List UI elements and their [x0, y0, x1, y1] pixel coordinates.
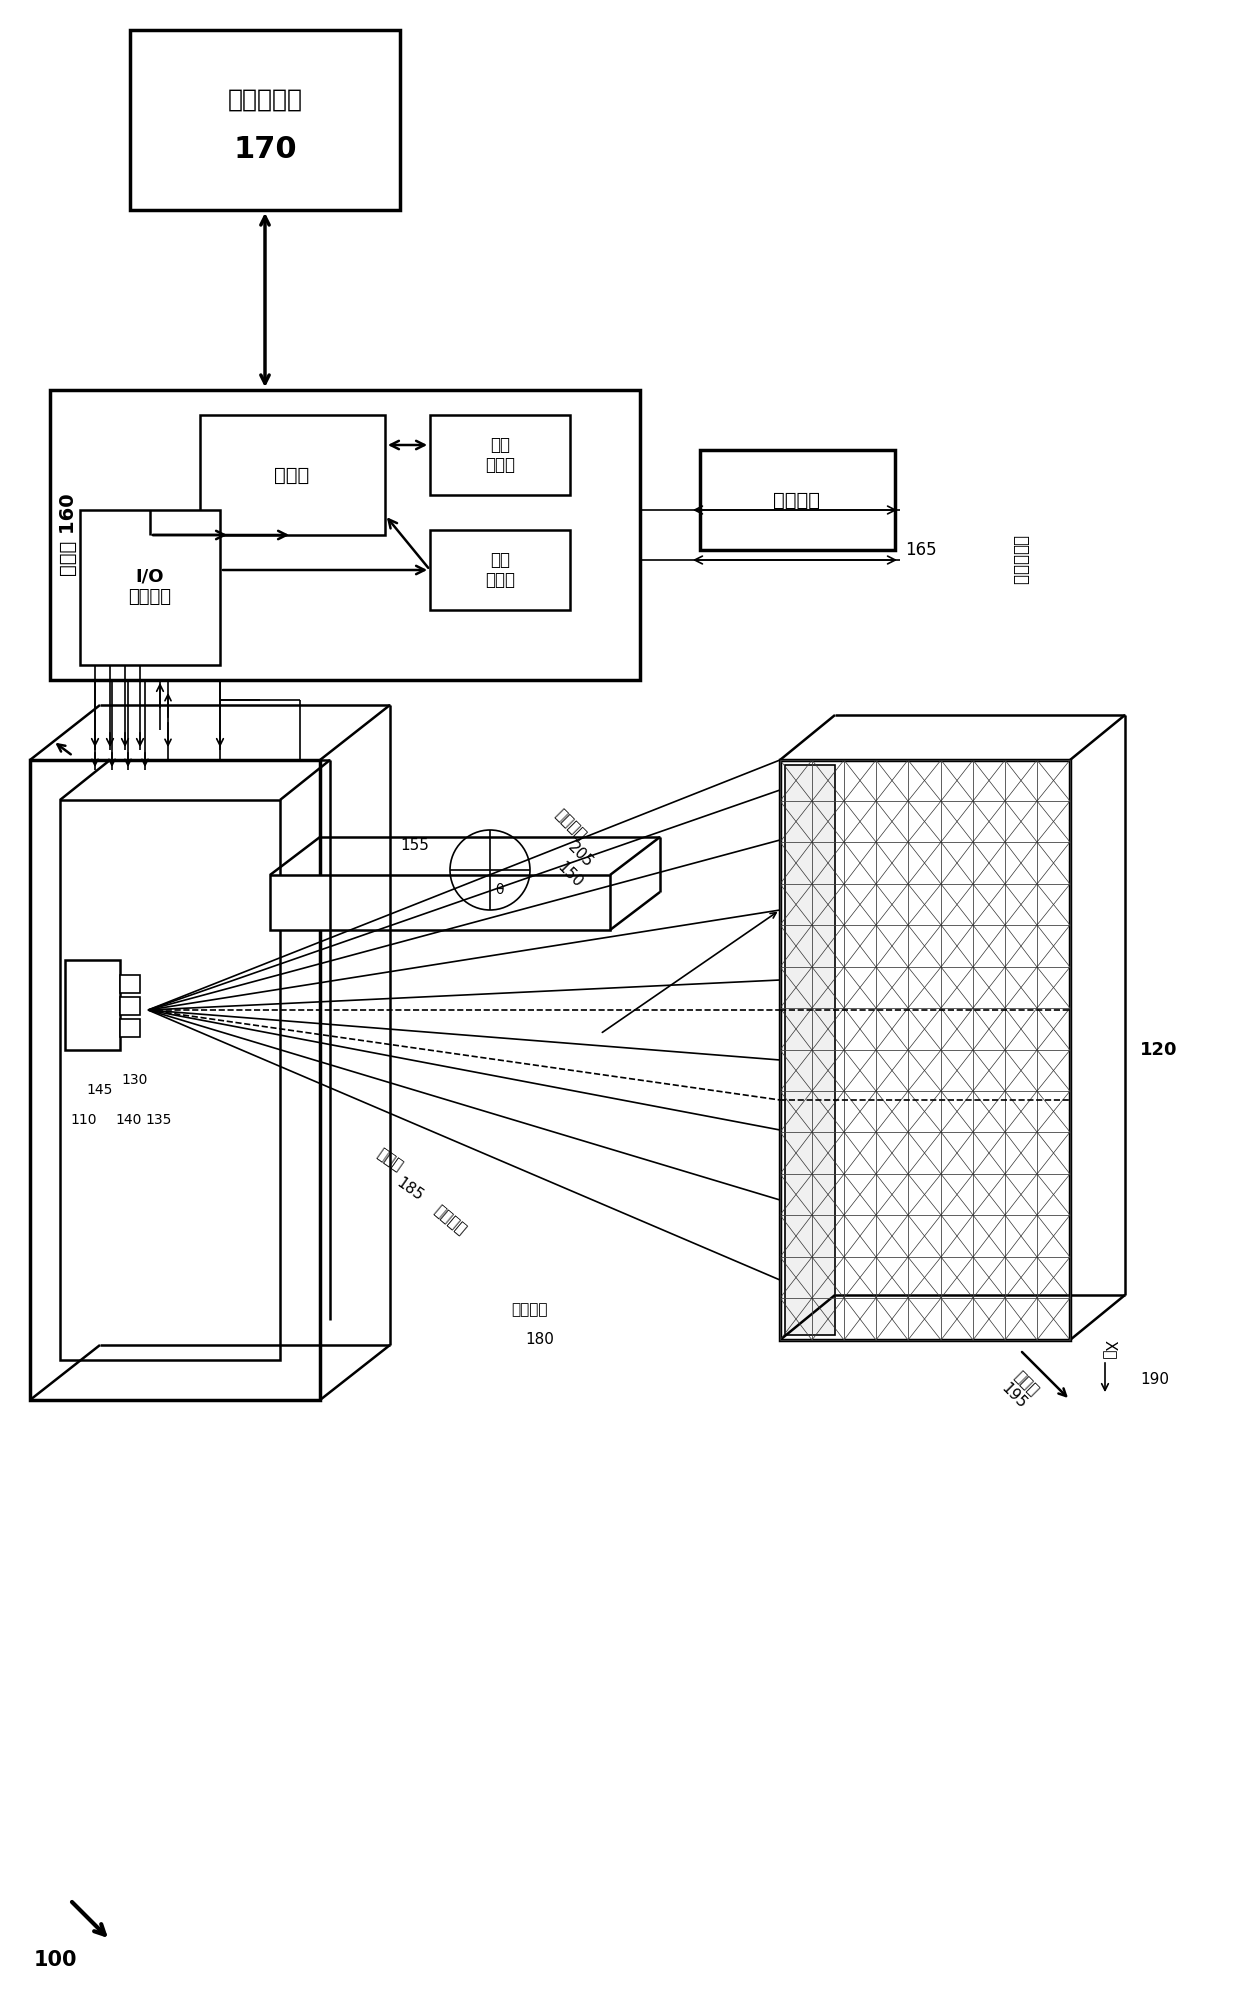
- Text: 控制器 160: 控制器 160: [58, 494, 77, 575]
- Bar: [430, 414, 570, 496]
- Text: 205: 205: [564, 840, 595, 870]
- Bar: [60, 800, 280, 1360]
- Text: 120: 120: [1140, 1041, 1178, 1059]
- Text: 像素检测器: 像素检测器: [1011, 536, 1029, 585]
- Text: 放射射线: 放射射线: [432, 1203, 469, 1238]
- Bar: [120, 1019, 140, 1037]
- Text: 处理器: 处理器: [274, 466, 310, 484]
- Bar: [130, 30, 401, 209]
- Text: 180: 180: [526, 1332, 554, 1348]
- Bar: [430, 530, 570, 609]
- Bar: [50, 390, 640, 681]
- Bar: [780, 761, 1070, 1340]
- Text: 100: 100: [33, 1949, 77, 1969]
- Bar: [120, 997, 140, 1015]
- Text: 190: 190: [1140, 1372, 1169, 1388]
- Text: 150: 150: [554, 860, 585, 890]
- Bar: [200, 414, 384, 536]
- Text: 170: 170: [233, 135, 296, 165]
- Text: 病人入
195: 病人入 195: [998, 1368, 1042, 1412]
- Text: 扫描轴线: 扫描轴线: [512, 1302, 548, 1318]
- Bar: [64, 960, 120, 1049]
- Bar: [120, 976, 140, 994]
- Text: 靶标对象: 靶标对象: [552, 806, 588, 844]
- Text: X轴: X轴: [1102, 1340, 1117, 1360]
- Text: I/O
口管理器: I/O 口管理器: [129, 567, 171, 607]
- Bar: [785, 765, 835, 1336]
- Text: θ: θ: [496, 882, 505, 898]
- Bar: [30, 761, 320, 1400]
- Text: 145: 145: [87, 1083, 113, 1097]
- Text: 指令
存储器: 指令 存储器: [485, 552, 515, 589]
- Text: 130: 130: [122, 1073, 149, 1087]
- Text: 投影线: 投影线: [374, 1147, 405, 1175]
- Bar: [81, 510, 219, 665]
- Text: 165: 165: [905, 542, 936, 559]
- Text: 140: 140: [115, 1113, 141, 1127]
- Text: 185: 185: [394, 1175, 427, 1205]
- Text: 155: 155: [401, 838, 429, 852]
- Text: 计算机系统: 计算机系统: [227, 88, 303, 111]
- Text: 135: 135: [145, 1113, 171, 1127]
- Bar: [270, 874, 610, 930]
- Text: 110: 110: [69, 1113, 97, 1127]
- Bar: [701, 450, 895, 550]
- Text: 用户界面: 用户界面: [774, 490, 821, 510]
- Text: 数据
存储器: 数据 存储器: [485, 436, 515, 474]
